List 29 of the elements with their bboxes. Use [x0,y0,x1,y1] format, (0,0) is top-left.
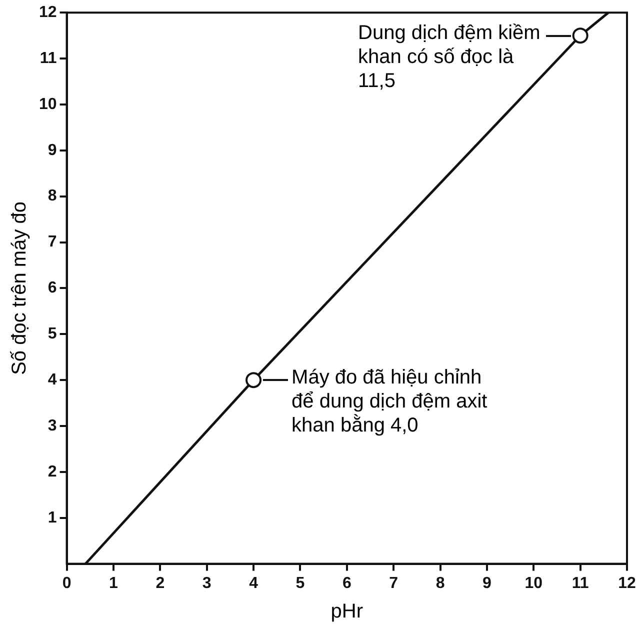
x-tick-label: 4 [249,574,258,592]
x-tick-label: 6 [342,574,352,592]
y-tick-label: 7 [48,234,57,251]
y-tick-label: 11 [40,50,57,67]
x-tick-label: 0 [62,574,72,592]
x-tick-label: 5 [296,574,305,592]
y-tick-label: 1 [48,509,57,526]
x-tick-label: 9 [482,574,492,592]
y-tick-label: 8 [48,188,57,205]
y-tick-label: 12 [39,4,57,22]
y-tick-label: 2 [48,463,57,480]
x-tick-label: 8 [436,574,445,592]
annotation: Máy đo đã hiệu chỉnh để dung dịch đệm axit khan bằng 4,0 [292,366,488,437]
x-tick-label: 7 [389,574,398,592]
y-tick-label: 4 [48,371,57,388]
y-axis-title: Số đọc trên máy đo [8,201,31,375]
x-tick-label: 1 [109,574,118,592]
y-tick-label: 5 [48,326,57,343]
x-tick-label: 10 [524,574,543,592]
y-tick-label: 3 [48,417,57,434]
x-tick-label: 2 [156,574,165,592]
x-axis-title: pHr [330,600,364,623]
y-tick-label: 9 [48,142,57,159]
x-tick-label: 3 [202,574,212,592]
x-tick-label: 11 [572,574,589,592]
y-tick-label: 6 [48,280,57,297]
y-tick-label: 10 [39,96,57,113]
x-tick-label: 12 [618,574,636,592]
annotation: Dung dịch đệm kiềm khan có số đọc là 11,5 [358,22,540,92]
